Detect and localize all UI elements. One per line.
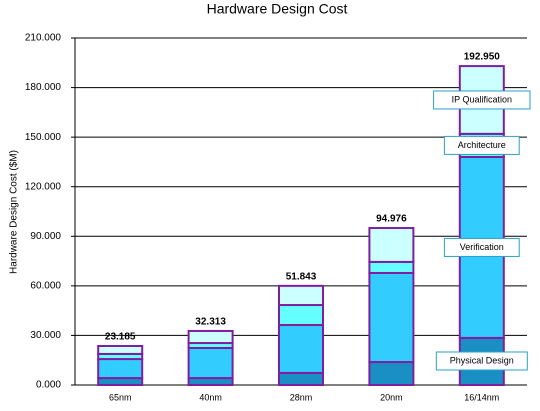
- y-axis-label: Hardware Design Cost ($M): [9, 150, 20, 274]
- bar-segment: [278, 284, 324, 307]
- y-tick-label: 30.000: [30, 330, 61, 341]
- y-tick-label: 150.000: [25, 132, 62, 143]
- x-tick-label: 40nm: [199, 392, 222, 402]
- y-tick-label: 210.000: [25, 33, 62, 44]
- total-label: 32.313: [195, 317, 226, 328]
- bar-segment: [187, 377, 234, 386]
- total-label: 94.976: [376, 214, 407, 225]
- x-tick-label: 28nm: [290, 392, 313, 402]
- series-label-box: [435, 351, 528, 371]
- bar-segment: [97, 345, 144, 355]
- y-tick-label: 0.000: [36, 380, 61, 391]
- bar-segment: [278, 371, 324, 387]
- bar-segment: [368, 227, 415, 263]
- total-label: 23.185: [105, 332, 136, 343]
- bar-segment: [187, 329, 234, 345]
- y-tick-label: 180.000: [25, 82, 62, 93]
- y-tick-label: 60.000: [30, 280, 61, 291]
- bar-segment: [368, 361, 415, 386]
- x-tick-label: 16/14nm: [464, 392, 499, 402]
- y-tick-label: 90.000: [30, 231, 61, 242]
- bar-segment: [97, 358, 144, 380]
- total-label: 51.843: [286, 271, 317, 282]
- bar-segment: [368, 260, 415, 274]
- bar-segment: [187, 346, 234, 380]
- y-tick-label: 120.000: [25, 181, 62, 192]
- series-label: Verification: [460, 242, 504, 252]
- x-tick-label: 20nm: [380, 392, 403, 402]
- bar-segment: [97, 377, 144, 386]
- series-label-box: [443, 237, 520, 257]
- x-tick-label: 65nm: [109, 392, 132, 402]
- series-label: IP Qualification: [452, 94, 512, 104]
- bar-segment: [368, 271, 415, 364]
- total-label: 192.950: [464, 52, 501, 63]
- series-label-box: [443, 135, 520, 155]
- series-label: Physical Design: [450, 355, 514, 365]
- series-label-box: [433, 90, 531, 110]
- bar-segment: [278, 324, 324, 374]
- bar-segment: [278, 304, 324, 327]
- series-label: Architecture: [458, 140, 506, 150]
- chart-title: Hardware Design Cost: [207, 1, 348, 17]
